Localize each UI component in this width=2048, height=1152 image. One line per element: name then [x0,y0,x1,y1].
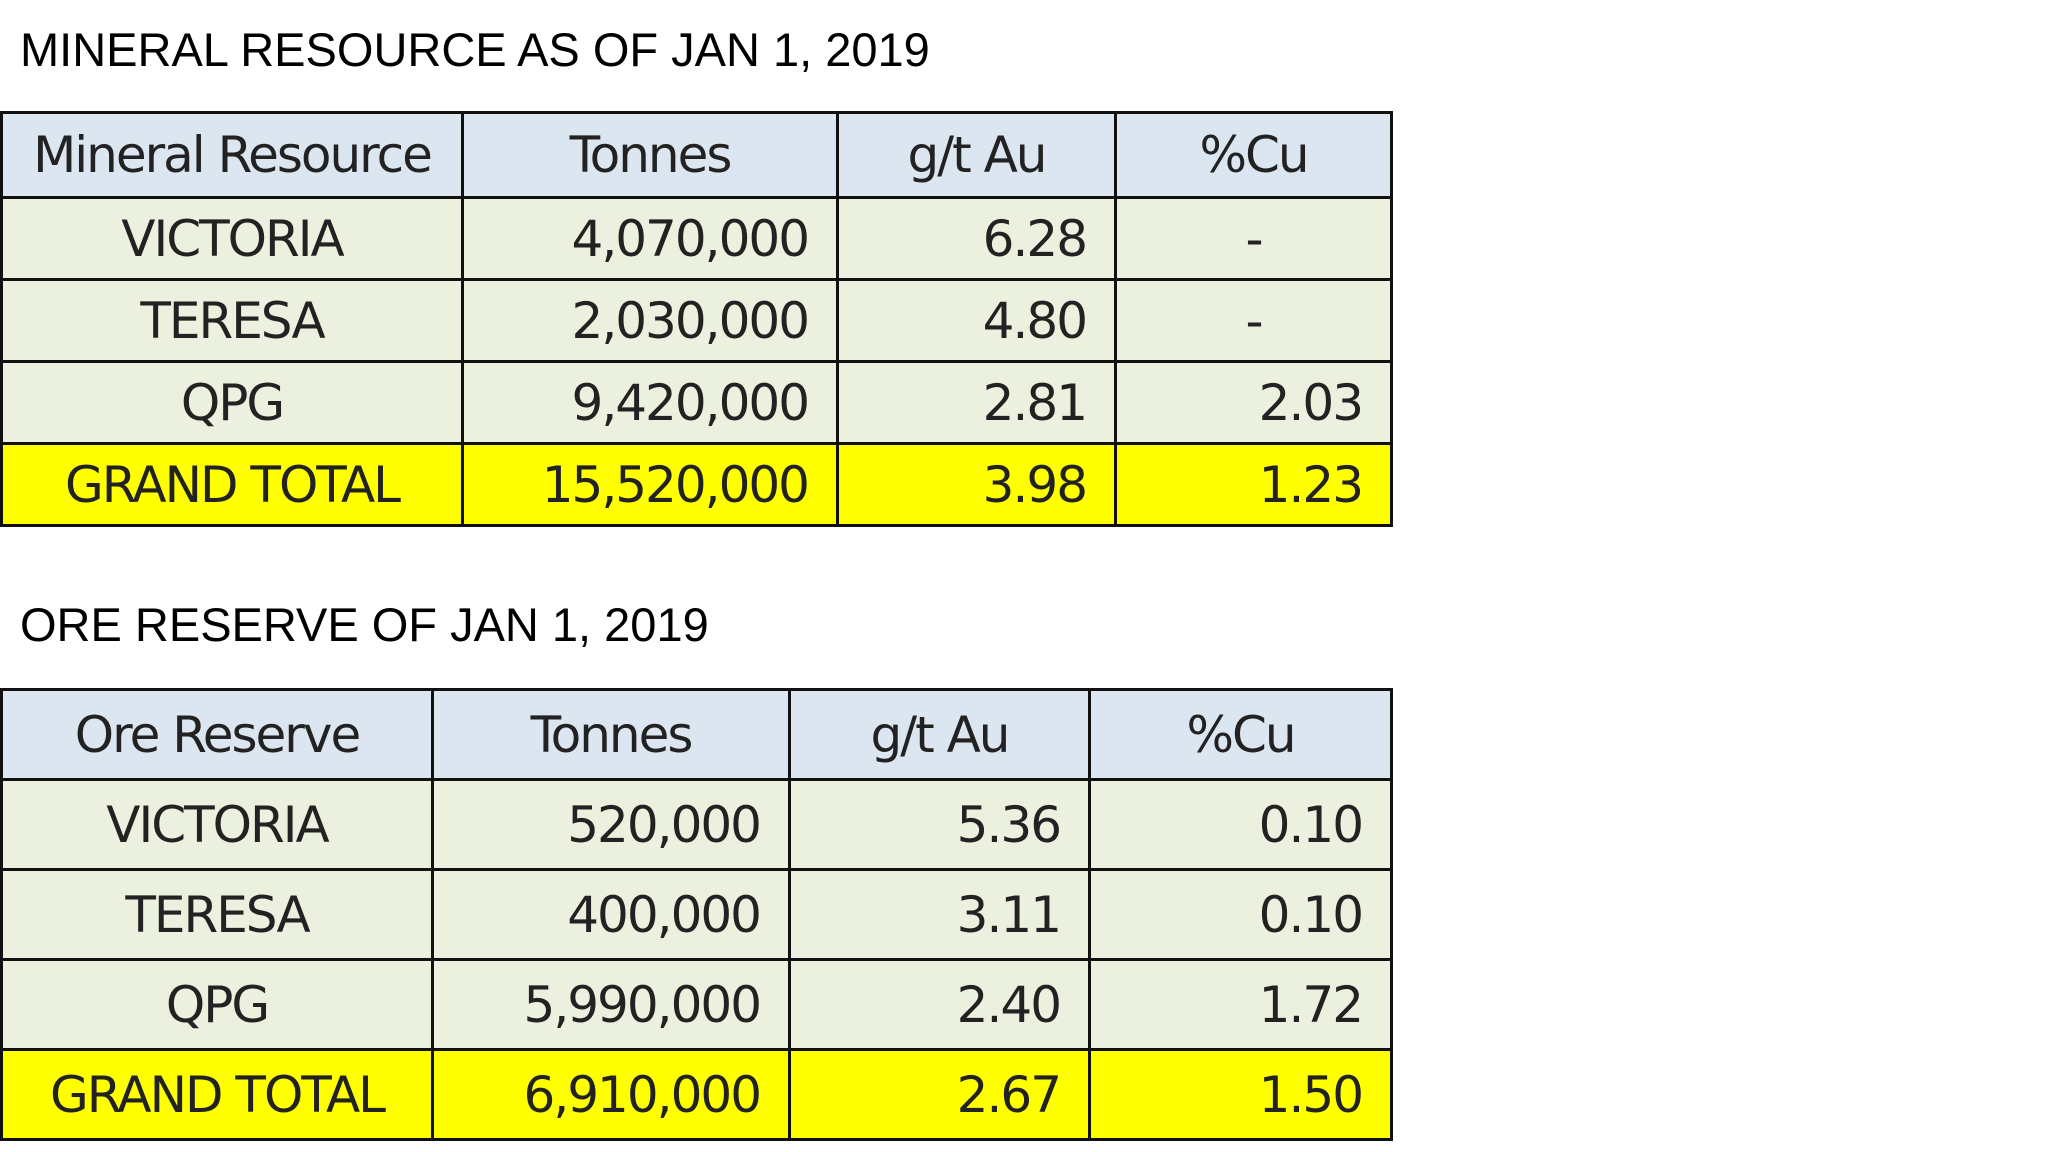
cell: 0.10 [1088,868,1393,961]
cell: 1.72 [1088,958,1393,1051]
cell: 5.36 [788,778,1091,871]
header-row: Ore Reserve Tonnes g/t Au %Cu [0,688,1393,781]
cell: 6.28 [836,196,1117,281]
total-row: GRAND TOTAL 6,910,000 2.67 1.50 [0,1048,1393,1141]
header-cell: %Cu [1088,688,1393,781]
header-row: Mineral Resource Tonnes g/t Au %Cu [0,111,1393,199]
cell: 2.67 [788,1048,1091,1141]
cell: TERESA [0,868,434,961]
cell: GRAND TOTAL [0,442,464,527]
cell: 4,070,000 [461,196,839,281]
row: QPG 5,990,000 2.40 1.72 [0,958,1393,1051]
cell: QPG [0,958,434,1051]
cell: VICTORIA [0,196,464,281]
row: TERESA 2,030,000 4.80- [0,278,1393,363]
ore-reserve-table: Ore Reserve Tonnes g/t Au %Cu VICTORIA 520,00… [0,688,1393,1141]
header-cell: g/t Au [836,111,1117,199]
row: VICTORIA 4,070,000 6.28- [0,196,1393,281]
row: VICTORIA 520,000 5.36 0.10 [0,778,1393,871]
cell: 15,520,000 [461,442,839,527]
header-cell: Tonnes [461,111,839,199]
cell: 4.80 [836,278,1117,363]
cell: 1.50 [1088,1048,1393,1141]
cell: QPG [0,360,464,445]
cell: 400,000 [431,868,791,961]
cell: 2.40 [788,958,1091,1051]
section-title: ORE RESERVE OF JAN 1, 2019 [20,598,709,651]
header-cell: %Cu [1114,111,1393,199]
cell: 1.23 [1114,442,1393,527]
cell: 2.81 [836,360,1117,445]
cell: 2,030,000 [461,278,839,363]
cell: 2.03 [1114,360,1393,445]
cell: 3.98 [836,442,1117,527]
row: QPG 9,420,000 2.81 2.03 [0,360,1393,445]
header-cell: Mineral Resource [0,111,464,199]
cell: 0.10 [1088,778,1393,871]
header-cell: Ore Reserve [0,688,434,781]
section-title: MINERAL RESOURCE AS OF JAN 1, 2019 [20,23,930,76]
header-cell: g/t Au [788,688,1091,781]
total-row: GRAND TOTAL 15,520,000 3.98 1.23 [0,442,1393,527]
mineral-resource-table: Mineral Resource Tonnes g/t Au %Cu VICTORIA 4… [0,111,1393,527]
cell: 9,420,000 [461,360,839,445]
cell: - [1114,196,1393,281]
cell: 3.11 [788,868,1091,961]
row: TERESA 400,000 3.11 0.10 [0,868,1393,961]
cell: 5,990,000 [431,958,791,1051]
cell: 520,000 [431,778,791,871]
cell: GRAND TOTAL [0,1048,434,1141]
cell: VICTORIA [0,778,434,871]
cell: - [1114,278,1393,363]
header-cell: Tonnes [431,688,791,781]
cell: TERESA [0,278,464,363]
cell: 6,910,000 [431,1048,791,1141]
